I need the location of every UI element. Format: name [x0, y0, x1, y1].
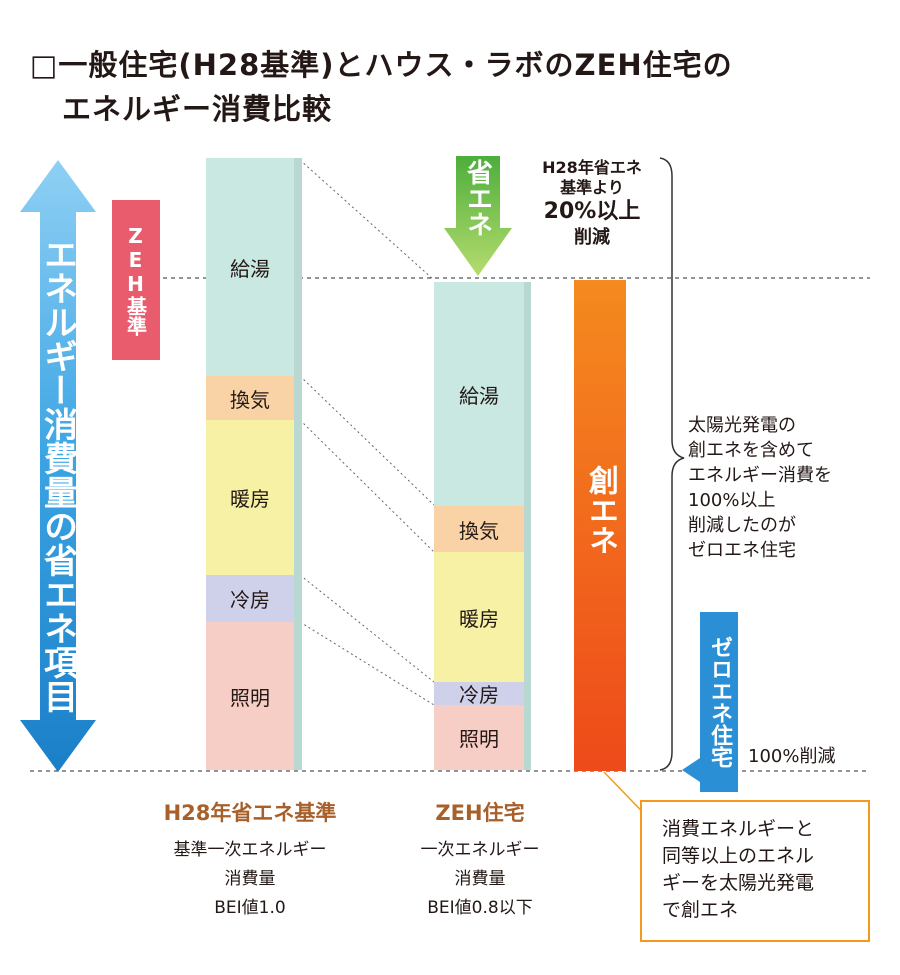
zeh-segment-shomei: 照明	[434, 705, 524, 770]
energy-arrow-label: エネルギー消費量の省エネ項目	[37, 237, 78, 713]
zeh-caption: ZEH住宅	[435, 801, 525, 825]
diagram-title-line2: エネルギー消費比較	[62, 92, 333, 126]
h28-bar-side	[294, 158, 302, 770]
zeh-kyuto-label: 給湯	[459, 383, 499, 408]
reduction-note-line3: 20%以上	[543, 199, 641, 224]
zeh-segment-kanki: 換気	[434, 506, 524, 552]
shoene-arrow-shape	[444, 156, 512, 276]
callout-line2: 同等以上のエネル	[662, 845, 815, 867]
zeh-shomei-label: 照明	[459, 727, 499, 751]
h28-segment-danbo: 暖房	[206, 420, 294, 575]
h28-desc-line2: 消費量	[224, 869, 276, 889]
callout-line3: ギーを太陽光発電	[662, 872, 815, 894]
zeh-danbo-label: 暖房	[459, 606, 499, 631]
solar-note-line1: 太陽光発電の	[688, 415, 796, 436]
h28-caption-block: H28年省エネ基準 基準一次エネルギー 消費量 BEI値1.0	[150, 798, 350, 923]
zeh-caption-block: ZEH住宅 一次エネルギー 消費量 BEI値0.8以下	[380, 798, 580, 923]
zeh-bar-side	[524, 282, 531, 770]
zero-ene-arrow-pointer	[682, 758, 700, 782]
zeh-kanki-label: 換気	[459, 518, 499, 543]
h28-segment-reibo: 冷房	[206, 575, 294, 622]
right-brace	[659, 157, 685, 771]
energy-arrow-shape	[20, 160, 96, 772]
h28-shomei-label: 照明	[230, 685, 270, 710]
souene-bar	[574, 280, 626, 771]
h28-desc-line3: BEI値1.0	[214, 898, 286, 918]
zeh-desc-line3: BEI値0.8以下	[427, 898, 533, 918]
solar-note-line3: エネルギー消費を	[688, 465, 832, 486]
diagram-title-line1: □一般住宅(H28基準)とハウス・ラボのZEH住宅の	[30, 48, 733, 82]
callout-line4: で創エネ	[662, 899, 739, 921]
shoene-arrow-label: 省エネ	[462, 159, 493, 237]
souene-callout-box: 消費エネルギーと 同等以上のエネル ギーを太陽光発電 で創エネ	[640, 800, 870, 942]
solar-note-line4: 100%以上	[688, 490, 776, 511]
h28-segment-kyuto: 給湯	[206, 158, 294, 376]
h28-kyuto-label: 給湯	[230, 256, 270, 281]
zeh-segment-kyuto: 給湯	[434, 282, 524, 506]
callout-line1: 消費エネルギーと	[662, 818, 815, 840]
reduction-note-line2: 基準より	[560, 178, 624, 197]
solar-note-line5: 削減したのが	[688, 515, 796, 536]
zeh-desc-line2: 消費量	[454, 869, 506, 889]
h28-reibo-label: 冷房	[230, 588, 270, 612]
hundred-percent-label: 100%削減	[748, 746, 836, 767]
h28-desc-line1: 基準一次エネルギー	[173, 840, 327, 860]
zeh-reibo-label: 冷房	[459, 683, 499, 707]
h28-caption: H28年省エネ基準	[163, 801, 337, 825]
h28-segment-kanki: 換気	[206, 376, 294, 420]
h28-kanki-label: 換気	[230, 387, 270, 412]
h28-segment-shomei: 照明	[206, 622, 294, 770]
connector-lines	[299, 159, 435, 706]
souene-bar-label: 創エネ	[583, 465, 618, 555]
zero-ene-label: ゼロエネ住宅	[700, 612, 738, 792]
zeh-segment-reibo: 冷房	[434, 682, 524, 707]
reduction-note-line1: H28年省エネ	[542, 158, 642, 177]
solar-note: 太陽光発電の 創エネを含めて エネルギー消費を 100%以上 削減したのが ゼロ…	[688, 413, 888, 563]
zeh-kijun-label: ZEH基準	[112, 200, 160, 360]
solar-note-line2: 創エネを含めて	[688, 440, 814, 461]
reduction-note-line4: 削減	[574, 227, 610, 248]
zeh-segment-danbo: 暖房	[434, 552, 524, 682]
solar-note-line6: ゼロエネ住宅	[688, 540, 796, 561]
zeh-desc-line1: 一次エネルギー	[420, 840, 540, 860]
reduction-note: H28年省エネ 基準より 20%以上 削減	[522, 158, 662, 250]
h28-danbo-label: 暖房	[230, 487, 270, 511]
